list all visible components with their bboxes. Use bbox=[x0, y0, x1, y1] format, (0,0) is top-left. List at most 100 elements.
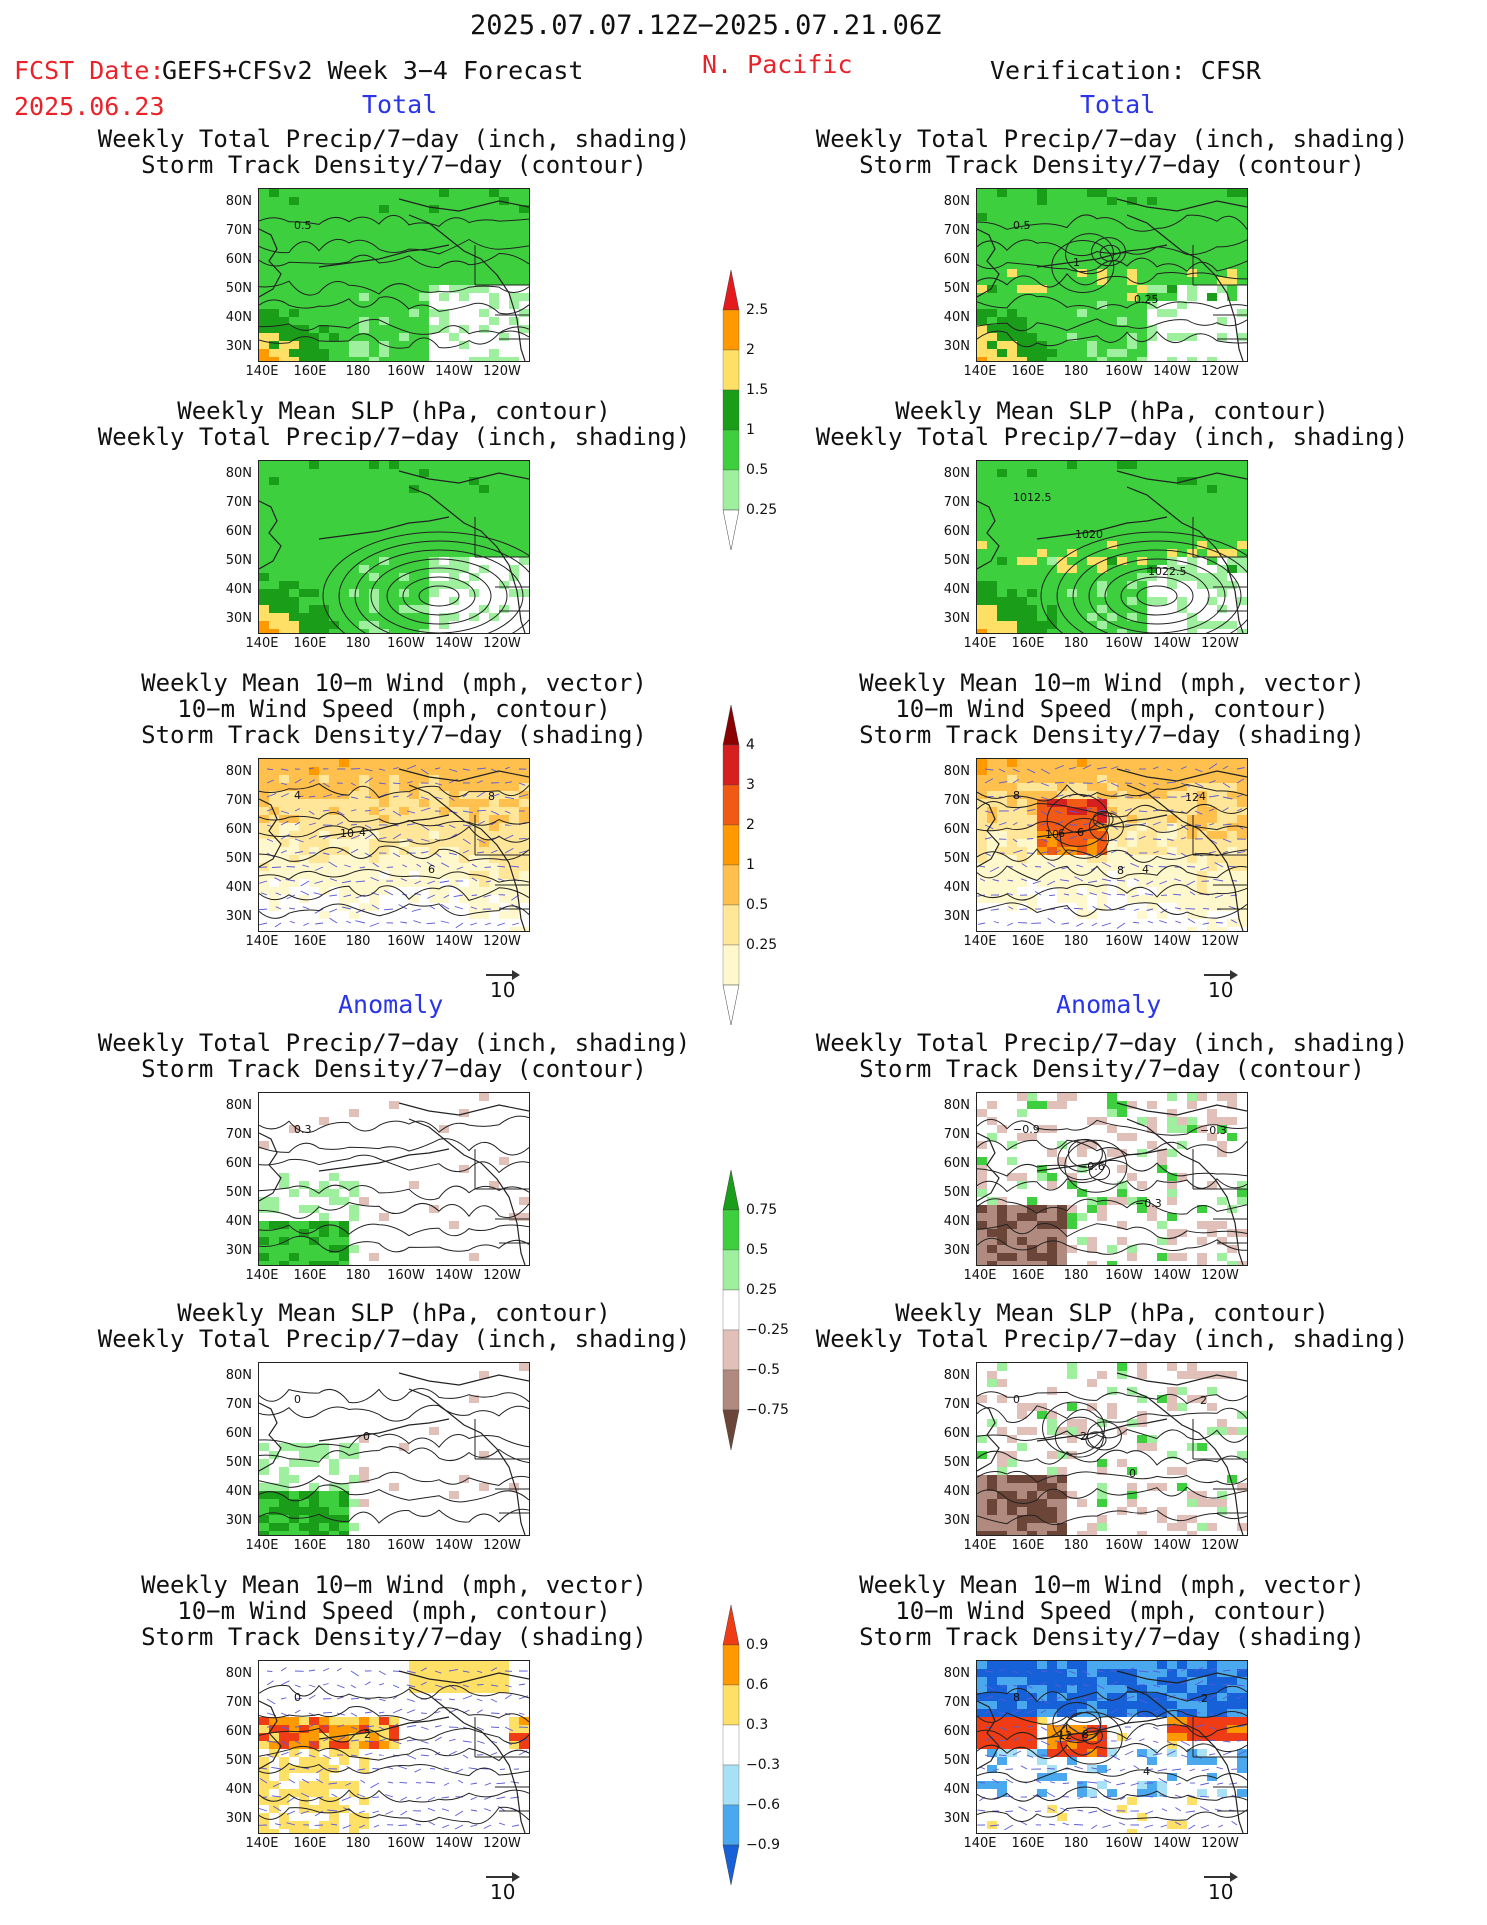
title-line: Weekly Total Precip/7−day (inch, shading… bbox=[815, 1325, 1409, 1353]
shading-cell bbox=[1147, 807, 1157, 815]
shading-cell bbox=[1187, 911, 1197, 919]
wind-vector bbox=[1054, 849, 1061, 854]
shading-cell bbox=[349, 477, 359, 485]
shading-cell bbox=[459, 549, 469, 557]
shading-cell bbox=[1177, 807, 1187, 815]
shading-cell bbox=[339, 261, 349, 269]
shading-cell bbox=[1237, 839, 1247, 847]
shading-cell bbox=[1077, 197, 1087, 205]
wind-vector bbox=[476, 809, 487, 812]
shading-cell bbox=[987, 621, 997, 629]
shading-cell bbox=[1077, 1237, 1087, 1245]
shading-cell bbox=[259, 293, 269, 301]
shading-cell bbox=[1087, 573, 1097, 581]
shading-cell bbox=[359, 221, 369, 229]
shading-cell bbox=[259, 823, 269, 831]
shading-cell bbox=[279, 309, 289, 317]
shading-cell bbox=[339, 863, 349, 871]
shading-cell bbox=[429, 581, 439, 589]
shading-cell bbox=[1207, 1221, 1217, 1229]
shading-cell bbox=[389, 597, 399, 605]
shading-cell bbox=[489, 1669, 499, 1677]
shading-cell bbox=[349, 341, 359, 349]
shading-cell bbox=[339, 237, 349, 245]
shading-cell bbox=[1077, 903, 1087, 911]
shading-cell bbox=[1047, 477, 1057, 485]
shading-cell bbox=[1197, 541, 1207, 549]
shading-cell bbox=[1187, 927, 1197, 931]
shading-cell bbox=[1117, 533, 1127, 541]
wind-vector bbox=[462, 1740, 472, 1743]
wind-vector bbox=[273, 1805, 282, 1812]
shading-cell bbox=[1227, 469, 1237, 477]
wind-vector bbox=[406, 838, 414, 841]
shading-cell bbox=[1137, 895, 1147, 903]
shading-cell bbox=[1217, 1237, 1227, 1245]
shading-cell bbox=[1027, 509, 1037, 517]
shading-cell bbox=[1187, 525, 1197, 533]
wind-vector bbox=[1166, 768, 1173, 771]
shading-cell bbox=[349, 895, 359, 903]
shading-cell bbox=[987, 533, 997, 541]
shading-cell bbox=[1107, 349, 1117, 357]
shading-cell bbox=[987, 855, 997, 863]
title-line: Storm Track Density/7−day (contour) bbox=[141, 1055, 647, 1083]
wind-vector bbox=[1180, 766, 1187, 770]
shading-cell bbox=[1187, 293, 1197, 301]
shading-cell bbox=[269, 1221, 279, 1229]
shading-cell bbox=[1097, 1467, 1107, 1475]
lon-tick-label: 140E bbox=[963, 1268, 997, 1283]
shading-cell bbox=[429, 549, 439, 557]
contour-line bbox=[977, 1198, 1247, 1215]
shading-cell bbox=[1137, 1435, 1147, 1443]
wind-vector bbox=[420, 807, 431, 812]
shading-cell bbox=[1077, 485, 1087, 493]
shading-cell bbox=[499, 799, 509, 807]
wind-vector bbox=[331, 1793, 338, 1798]
shading-cell bbox=[1047, 613, 1057, 621]
shading-cell bbox=[1067, 1371, 1077, 1379]
shading-cell bbox=[1187, 895, 1197, 903]
shading-cell bbox=[409, 791, 419, 799]
wind-vector bbox=[1061, 922, 1070, 925]
shading-cell bbox=[1107, 1403, 1117, 1411]
shading-cell bbox=[1127, 525, 1137, 533]
wind-vector bbox=[350, 796, 359, 800]
shading-cell bbox=[1217, 1427, 1227, 1435]
shading-cell bbox=[319, 253, 329, 261]
shading-cell bbox=[1077, 301, 1087, 309]
shading-cell bbox=[1027, 1213, 1037, 1221]
shading-cell bbox=[1127, 1253, 1137, 1261]
shading-cell bbox=[1077, 213, 1087, 221]
shading-cell bbox=[1127, 477, 1137, 485]
shading-cell bbox=[409, 895, 419, 903]
wind-vector bbox=[455, 1810, 464, 1817]
shading-cell bbox=[319, 1765, 329, 1773]
shading-cell bbox=[319, 189, 329, 197]
shading-cell bbox=[977, 759, 987, 767]
shading-cell bbox=[279, 509, 289, 517]
shading-cell bbox=[499, 605, 509, 613]
wind-vector bbox=[490, 793, 500, 798]
wind-vector bbox=[442, 1824, 450, 1829]
shading-cell bbox=[1067, 189, 1077, 197]
shading-cell bbox=[299, 855, 309, 863]
shading-cell bbox=[449, 469, 459, 477]
shading-cell bbox=[299, 1245, 309, 1253]
shading-cell bbox=[1177, 261, 1187, 269]
shading-cell bbox=[429, 887, 439, 895]
shading-cell bbox=[379, 807, 389, 815]
shading-cell bbox=[1077, 277, 1087, 285]
shading-cell bbox=[1077, 205, 1087, 213]
shading-cell bbox=[489, 903, 499, 911]
shading-cell bbox=[1097, 605, 1107, 613]
shading-cell bbox=[1027, 357, 1037, 361]
shading-cell bbox=[339, 461, 349, 469]
shading-cell bbox=[1057, 1213, 1067, 1221]
shading-cell bbox=[329, 783, 339, 791]
shading-cell bbox=[309, 277, 319, 285]
shading-cell bbox=[987, 783, 997, 791]
shading-cell bbox=[1137, 1395, 1147, 1403]
shading-cell bbox=[359, 775, 369, 783]
shading-cell bbox=[259, 1245, 269, 1253]
